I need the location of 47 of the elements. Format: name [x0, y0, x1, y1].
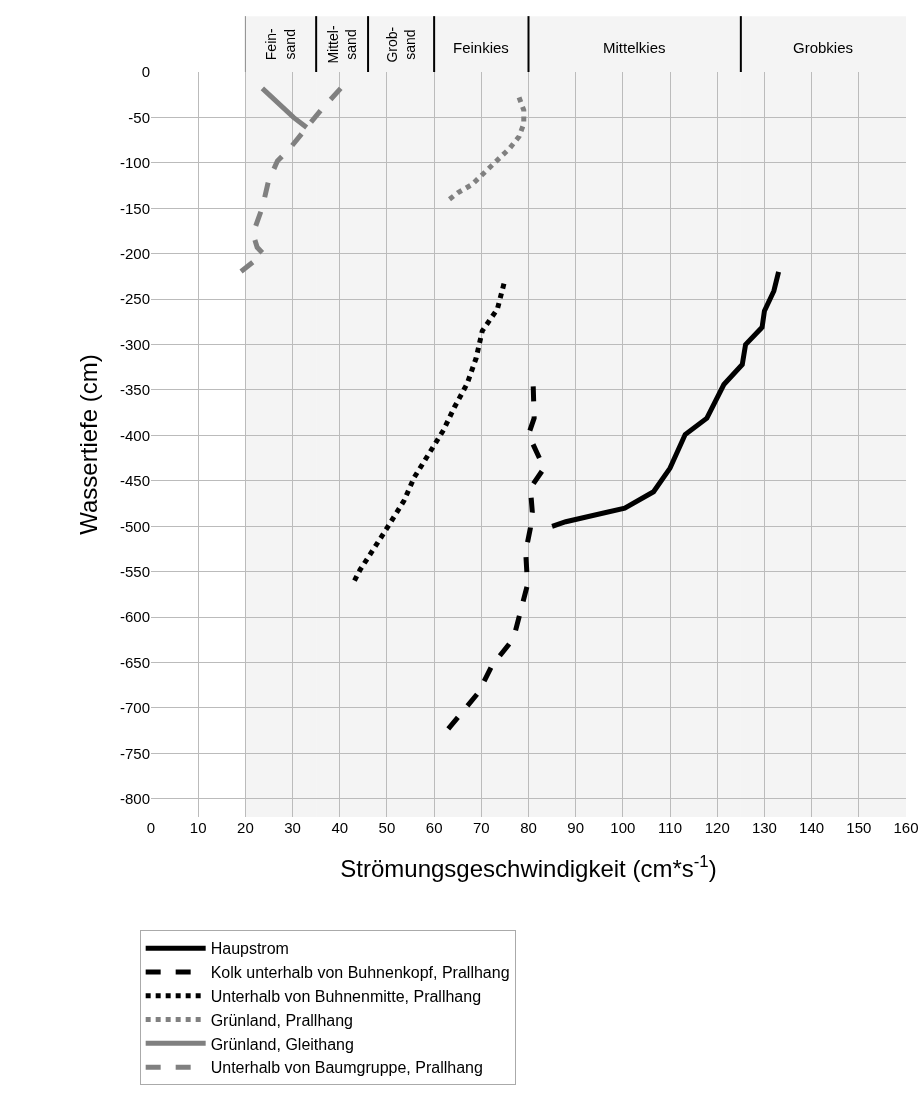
x-tick-label: 80 — [520, 819, 537, 836]
y-tick-label: -200 — [119, 244, 150, 262]
legend-label: Grünland, Gleithang — [210, 1035, 354, 1053]
x-tick-label: 130 — [751, 819, 777, 836]
band-label: Mittelkies — [603, 39, 666, 56]
y-tick-label: -750 — [119, 744, 150, 762]
y-tick-label: -650 — [119, 653, 150, 671]
band-label: Fein- sand — [263, 27, 298, 61]
band-label: Mittel- sand — [324, 25, 359, 64]
y-tick-label: -550 — [119, 562, 150, 580]
x-tick-label: 20 — [237, 819, 254, 836]
y-axis-title: Wassertiefe (cm) — [75, 354, 103, 535]
y-tick-label: -100 — [119, 154, 150, 172]
y-tick-label: -250 — [119, 290, 150, 308]
x-tick-label: 90 — [567, 819, 585, 836]
legend-label: Haupstrom — [210, 940, 289, 958]
x-axis-title: Strömungsgeschwindigkeit (cm*s$^{-1}$) — [340, 852, 717, 883]
y-tick-label: 0 — [141, 63, 150, 81]
y-tick-label: -450 — [119, 472, 150, 490]
y-tick-label: -400 — [119, 426, 150, 444]
x-tick-label: 30 — [284, 819, 301, 836]
x-tick-label: 160 — [893, 819, 919, 836]
y-tick-label: -500 — [119, 517, 150, 535]
y-tick-label: -800 — [119, 790, 150, 808]
legend-label: Grünland, Prallhang — [210, 1011, 353, 1029]
legend-label: Unterhalb von Baumgruppe, Prallhang — [210, 1059, 483, 1077]
x-tick-label: 50 — [378, 819, 396, 836]
y-tick-label: -600 — [119, 608, 150, 626]
x-tick-label: 40 — [331, 819, 349, 836]
band-label: Feinkies — [453, 39, 509, 56]
x-tick-label: 110 — [658, 819, 683, 836]
x-tick-label: 60 — [425, 819, 443, 836]
x-tick-label: 100 — [610, 819, 636, 836]
y-tick-label: -700 — [119, 699, 150, 717]
x-tick-label: 70 — [472, 819, 490, 836]
band-label: Grobkies — [793, 39, 854, 56]
y-tick-label: -350 — [119, 381, 150, 399]
x-tick-label: 10 — [189, 819, 207, 836]
band-label: Grob- sand — [383, 26, 418, 63]
x-tick-label: 140 — [799, 819, 825, 836]
y-tick-label: -50 — [128, 108, 150, 126]
legend-label: Unterhalb von Buhnenmitte, Prallhang — [210, 987, 482, 1005]
y-tick-label: -300 — [119, 335, 150, 353]
x-tick-label: 120 — [704, 819, 730, 836]
x-tick-label: 150 — [846, 819, 872, 836]
y-tick-label: -150 — [119, 199, 150, 217]
legend-label: Kolk unterhalb von Buhnenkopf, Prallhang — [210, 964, 510, 982]
